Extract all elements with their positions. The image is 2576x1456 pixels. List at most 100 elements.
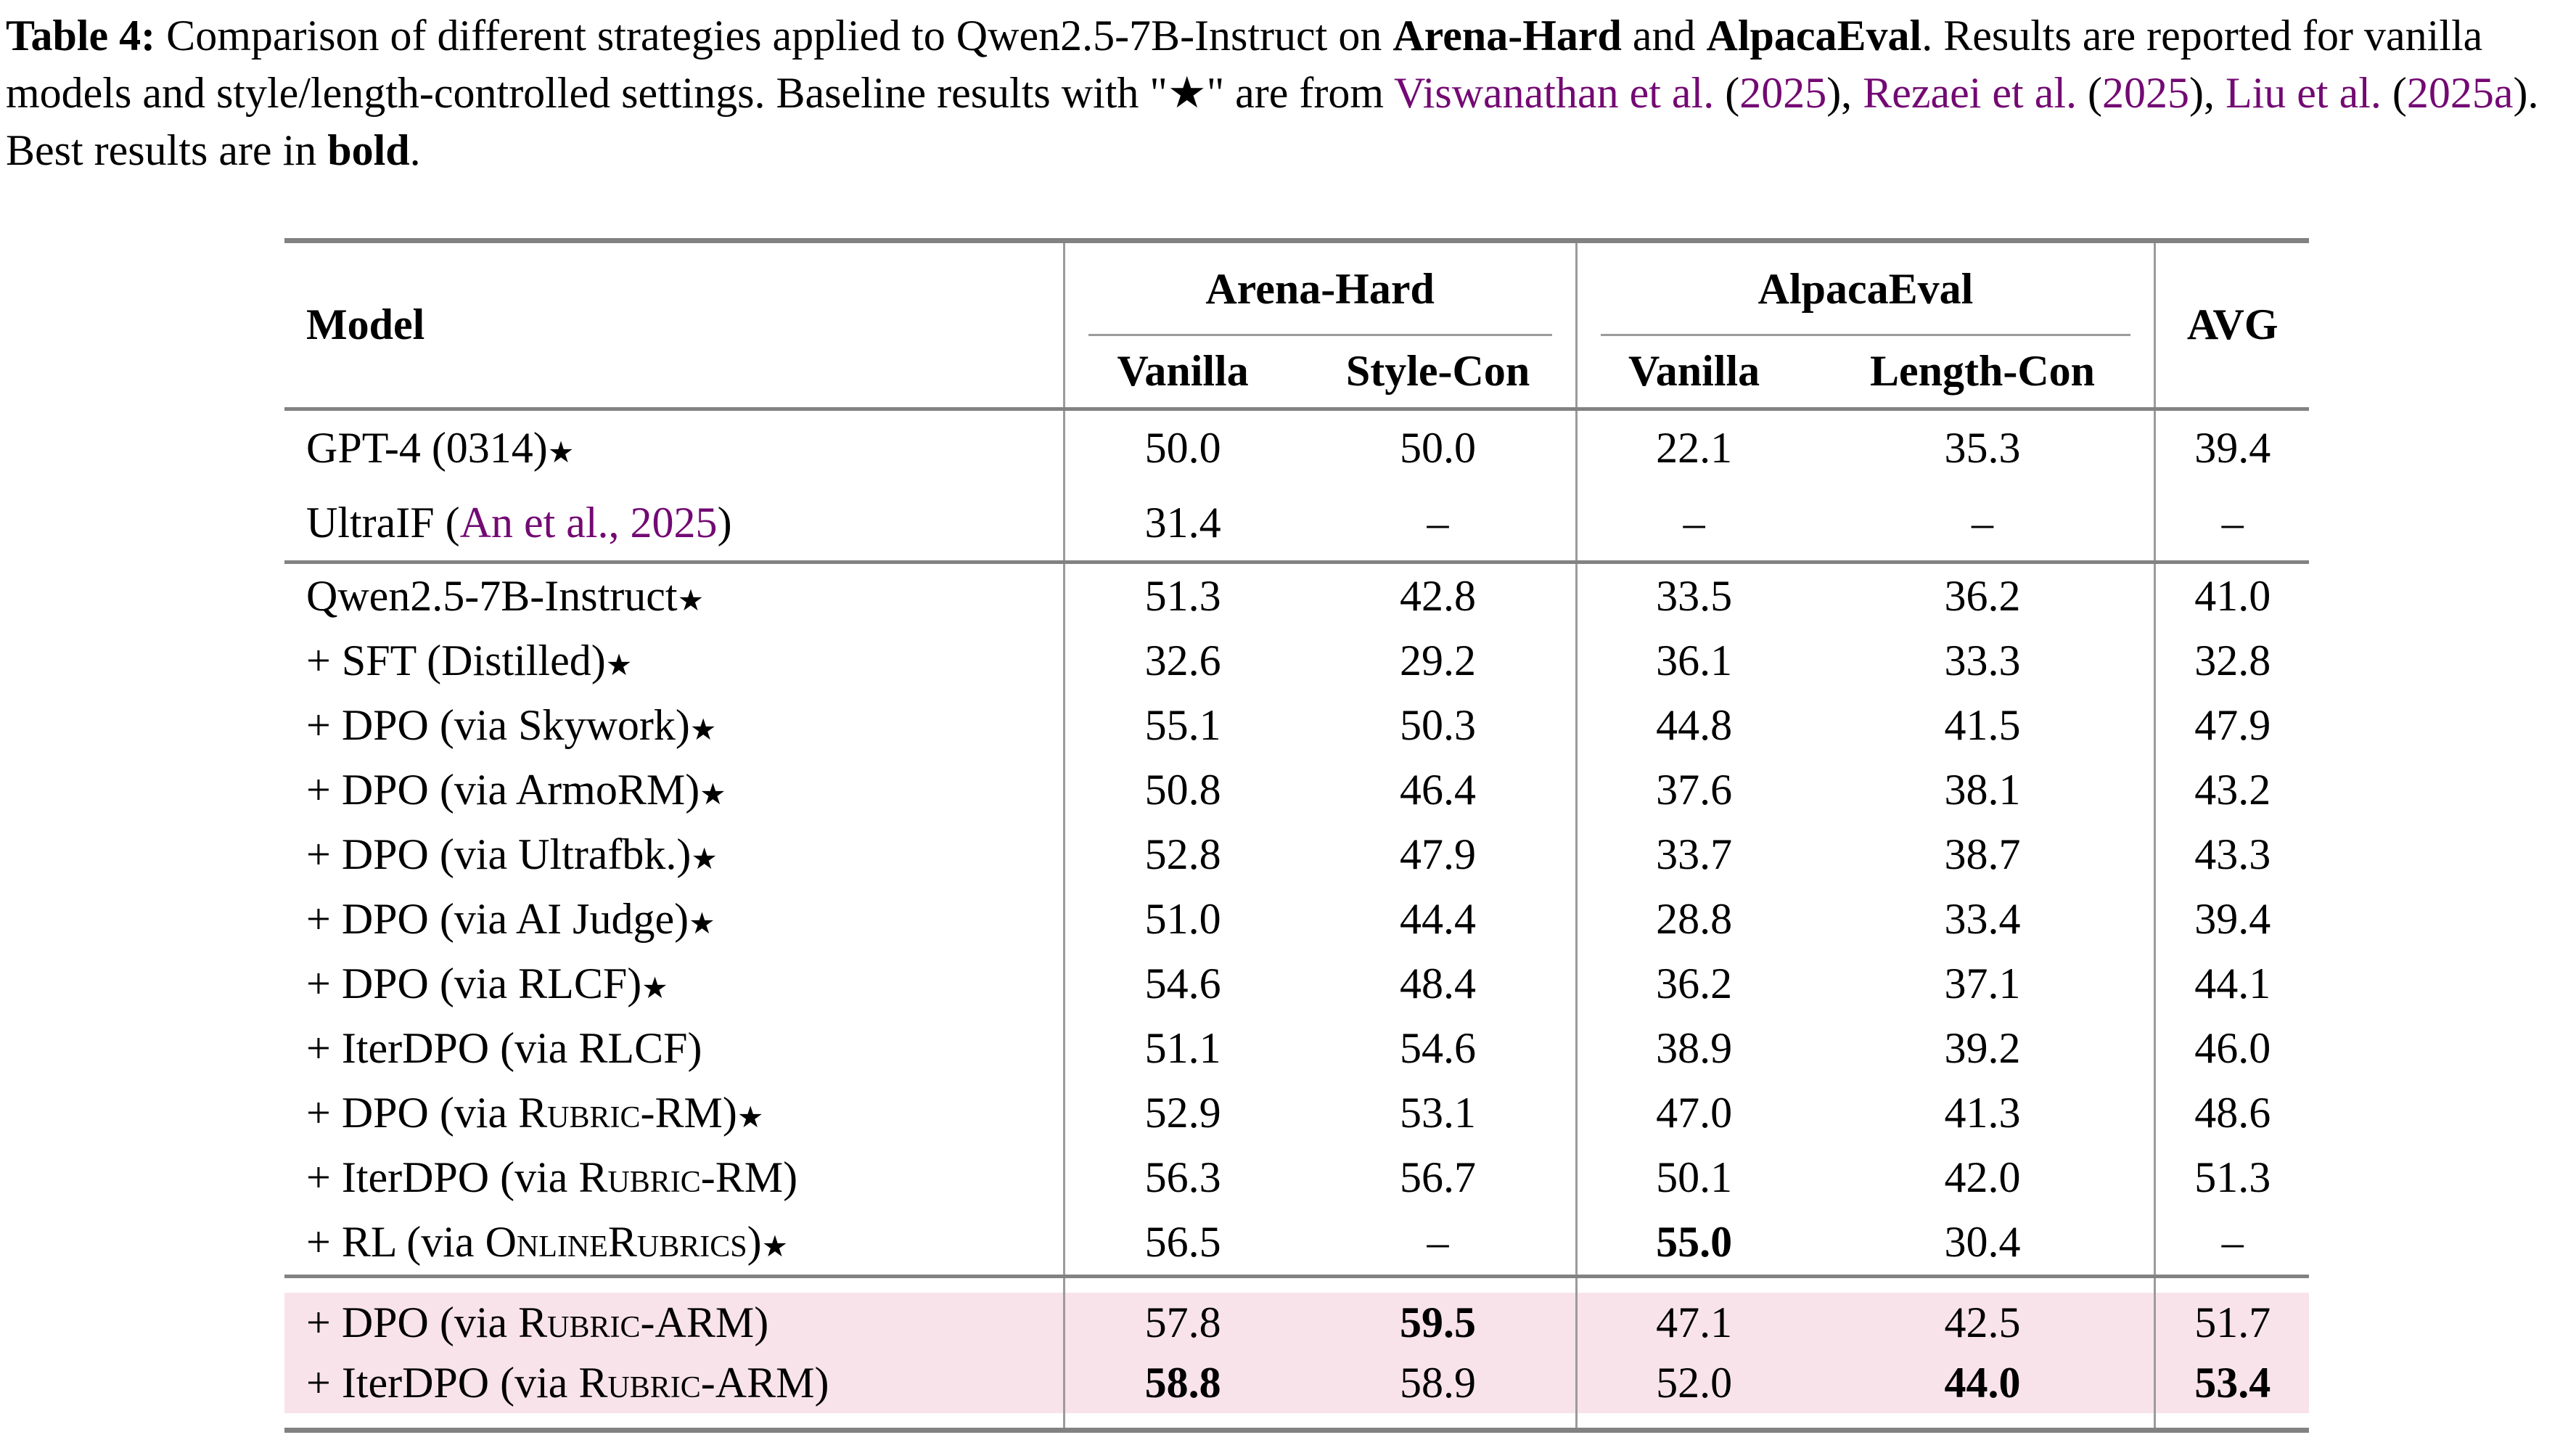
citation-link[interactable]: 2025 <box>2102 69 2189 118</box>
star-icon: ★ <box>641 970 668 1005</box>
star-icon: ★ <box>689 905 715 941</box>
text-segment: bold <box>327 126 410 175</box>
section-qwen-strategies: Qwen2.5-7B-Instruct★ 51.3 42.8 33.5 36.2 41.0… <box>284 560 2309 1277</box>
table-row: + SFT (Distilled)★ 32.6 29.2 36.1 33.3 32.8 <box>284 628 2309 693</box>
text-segment: GPT-4 (0314) <box>306 423 548 472</box>
value-cell: 50.8 <box>1062 757 1301 822</box>
value-cell: – <box>1575 485 1811 563</box>
value-cell: 59.5 <box>1300 1292 1577 1353</box>
text-segment: + IterDPO (via RLCF) <box>306 1023 702 1072</box>
spacer-cell <box>1301 1413 1576 1431</box>
value-cell: 56.3 <box>1062 1145 1301 1210</box>
text-segment: + SFT (Distilled) <box>306 636 606 684</box>
star-icon: ★ <box>737 1099 764 1134</box>
value-cell: 46.4 <box>1400 765 1477 814</box>
value-cell: 54.6 <box>1400 1023 1477 1072</box>
value-cell: 42.0 <box>1944 1153 2021 1201</box>
spacer-cell <box>1062 1274 1301 1293</box>
text-segment: ( <box>2381 69 2407 118</box>
text-segment: AlpacaEval <box>1706 12 1922 60</box>
section-ours-rubric-arm: + DPO (via Rubric-ARM) 57.8 59.5 47.1 42.5 51… <box>284 1274 2309 1431</box>
table-row: GPT-4 (0314)★ 50.0 50.0 22.1 35.3 39.4 <box>284 409 2309 486</box>
table-row: UltraIF (An et al., 2025) 31.4– – – – <box>284 485 2309 563</box>
text-segment: + DPO (via Skywork) <box>306 700 690 749</box>
text-segment: ( <box>1714 69 1740 118</box>
col-group-arena-hard: Arena-Hard <box>1062 240 1577 336</box>
smallcaps-method-name: OnlineRubrics <box>485 1217 747 1266</box>
value-cell: 36.2 <box>1575 951 1811 1016</box>
row-label: GPT-4 (0314)★ <box>284 409 1064 486</box>
spacer-row <box>284 1274 2309 1293</box>
citation-link[interactable]: 2025 <box>1739 69 1827 118</box>
value-cell: 47.9 <box>2154 692 2309 758</box>
value-cell: 52.8 <box>1062 822 1301 887</box>
value-cell: 46.0 <box>2154 1015 2309 1081</box>
col-header-model: Model <box>284 240 1065 411</box>
spacer-cell <box>1810 1274 2155 1293</box>
text-segment: ), <box>2189 69 2226 118</box>
citation-link[interactable]: Viswanathan et al. <box>1393 69 1715 118</box>
value-cell: 55.0 <box>1575 1209 1811 1277</box>
value-cell: 39.2 <box>1944 1023 2021 1072</box>
smallcaps-method-name: Rubric-RM <box>518 1088 723 1137</box>
value-cell: 50.0 <box>1062 409 1301 486</box>
citation-link[interactable]: Rezaei et al. <box>1863 69 2077 118</box>
value-cell: 44.4 <box>1400 894 1477 943</box>
value-cell: 35.3 <box>1944 423 2021 472</box>
value-cell: 43.2 <box>2154 757 2309 822</box>
row-label: Qwen2.5-7B-Instruct★ <box>284 560 1065 629</box>
value-cell: 48.4 <box>1400 959 1477 1007</box>
col-header-alpaca-vanilla: Vanilla <box>1575 335 1811 411</box>
value-cell: 41.3 <box>1944 1088 2021 1137</box>
spacer-cell <box>1811 1413 2155 1431</box>
value-cell: 41.5 <box>1944 700 2021 749</box>
value-cell: 22.1 <box>1575 409 1811 486</box>
text-segment: Qwen2.5-7B-Instruct <box>306 571 678 620</box>
citation-link[interactable]: Liu et al. <box>2225 69 2382 118</box>
value-cell: 53.4 <box>2154 1352 2309 1413</box>
spacer-cell <box>1575 1274 1811 1293</box>
value-cell: 50.0 <box>1400 423 1477 472</box>
results-table: Model Arena-Hard AlpacaEval AVG Vanilla … <box>284 237 2309 1433</box>
star-icon: ★ <box>689 711 717 747</box>
spacer-cell <box>284 1274 1065 1293</box>
text-segment: + DPO (via Ultrafbk.) <box>306 830 692 878</box>
value-cell: 37.6 <box>1575 757 1811 822</box>
table-row: + DPO (via Rubric-ARM) 57.8 59.5 47.1 42.5 51… <box>284 1292 2309 1353</box>
table-row: + IterDPO (via Rubric-ARM) 58.8 58.9 52.0 44… <box>284 1352 2309 1413</box>
row-label: + DPO (via Skywork)★ <box>284 693 1064 758</box>
value-cell: 47.1 <box>1575 1292 1811 1353</box>
table-row: Qwen2.5-7B-Instruct★ 51.3 42.8 33.5 36.2 41.0 <box>284 560 2309 629</box>
smallcaps-method-name: Rubric-ARM <box>578 1358 815 1407</box>
text-segment: ) <box>722 1088 737 1137</box>
text-segment: ) <box>814 1358 829 1407</box>
value-cell: 33.7 <box>1575 822 1811 887</box>
row-label: + IterDPO (via RLCF) <box>284 1016 1064 1081</box>
value-cell: 58.8 <box>1062 1352 1301 1413</box>
table-row: + IterDPO (via RLCF) 51.1 54.6 38.9 39.2 46.0 <box>284 1015 2309 1081</box>
smallcaps-method-name: Rubric-RM <box>578 1153 784 1201</box>
value-cell: 41.0 <box>2154 560 2309 629</box>
table-caption: Table 4: Comparison of different strateg… <box>0 0 2573 180</box>
value-cell: 51.7 <box>2154 1292 2309 1353</box>
value-cell: 38.7 <box>1944 830 2021 878</box>
spacer-cell <box>1062 1412 1301 1431</box>
value-cell: 39.4 <box>2154 886 2309 952</box>
header-sub-row: Vanilla Style-Con Vanilla Length-Con <box>284 335 2309 411</box>
row-label: + DPO (via Ultrafbk.)★ <box>284 822 1064 887</box>
spacer-cell <box>2154 1274 2309 1293</box>
citation-link[interactable]: 2025a <box>2406 69 2514 118</box>
value-cell: 28.8 <box>1575 886 1811 952</box>
value-cell: 55.1 <box>1062 692 1301 758</box>
star-icon: ★ <box>691 841 718 876</box>
spacer-cell <box>284 1413 1064 1431</box>
text-segment: ). Best results are in <box>6 69 2539 175</box>
citation-link[interactable]: An et al., 2025 <box>459 498 718 547</box>
value-cell: – <box>1427 1217 1449 1266</box>
value-cell: 33.5 <box>1575 560 1811 629</box>
spacer-row <box>284 1412 2309 1431</box>
value-cell: 51.3 <box>1062 560 1301 629</box>
text-segment: + IterDPO (via <box>306 1358 579 1407</box>
star-icon: ★ <box>677 582 705 618</box>
